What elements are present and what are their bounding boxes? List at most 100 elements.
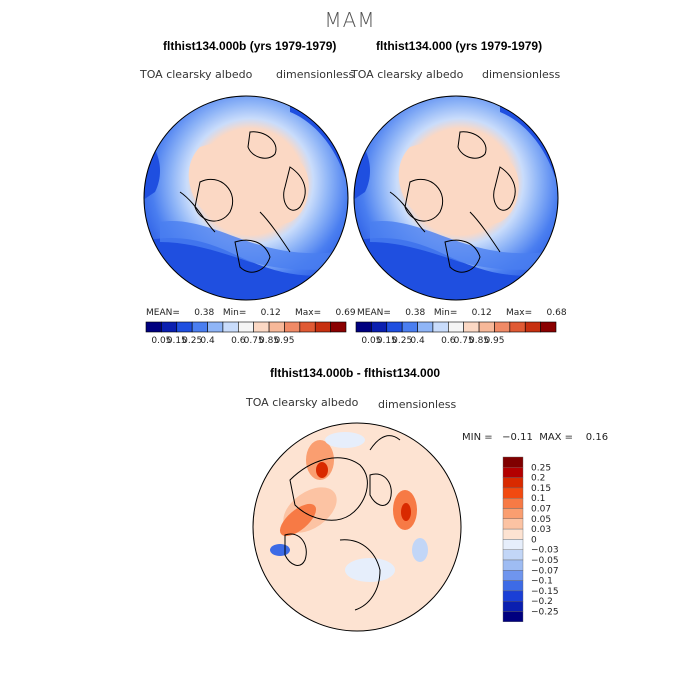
panel2-colorbar-tick-label: 0.25 bbox=[392, 336, 412, 346]
panel1-colorbar-swatch bbox=[330, 321, 347, 333]
diff-min-value: −0.11 bbox=[502, 432, 533, 443]
diff-colorbar-swatch bbox=[502, 518, 524, 530]
diff-colorbar-tick-label: −0.15 bbox=[531, 587, 559, 597]
panel1-colorbar-tick-label: 0.25 bbox=[182, 336, 202, 346]
panel1-colorbar-swatch bbox=[191, 321, 208, 333]
diff-units-label: dimensionless bbox=[378, 398, 457, 411]
diff-variable-label: TOA clearsky albedo bbox=[246, 396, 359, 409]
panel1-colorbar-swatch bbox=[176, 321, 193, 333]
panel2-colorbar-swatch bbox=[401, 321, 418, 333]
panel2-colorbar-swatch bbox=[371, 321, 388, 333]
panel2-colorbar-tick-label: 0.6 bbox=[441, 336, 456, 346]
panel1-colorbar-swatch bbox=[284, 321, 301, 333]
panel1-max-label: Max= bbox=[295, 308, 322, 318]
season-title: MAM bbox=[324, 8, 376, 32]
panel2-colorbar-swatch bbox=[540, 321, 557, 333]
panel1-max-value: 0.69 bbox=[335, 308, 356, 318]
diff-colorbar-swatch bbox=[502, 580, 524, 592]
panel1-colorbar-tick-label: 0.75 bbox=[244, 336, 264, 346]
diff-colorbar-tick-label: −0.03 bbox=[531, 546, 559, 556]
panel2-colorbar-swatch bbox=[355, 321, 372, 333]
diff-colorbar-tick-label: −0.1 bbox=[531, 577, 553, 587]
diff-colorbar-tick-label: −0.05 bbox=[531, 556, 559, 566]
panel2-colorbar-tick-label: 0.15 bbox=[377, 336, 397, 346]
panel2-colorbar-swatch bbox=[494, 321, 511, 333]
diff-colorbar-swatch bbox=[502, 467, 524, 478]
diff-colorbar-swatch bbox=[502, 590, 524, 602]
panel2-max-value: 0.68 bbox=[546, 308, 567, 318]
panel2-mean-label: MEAN= bbox=[357, 308, 391, 318]
panel2-min-value: 0.12 bbox=[471, 308, 492, 318]
diff-colorbar-tick-label: 0.05 bbox=[531, 515, 551, 525]
diff-colorbar-swatch bbox=[502, 539, 524, 550]
panel2-colorbar-swatch bbox=[432, 321, 449, 333]
panel1-mean-value: 0.38 bbox=[194, 308, 215, 318]
panel2-polar-map bbox=[353, 95, 559, 301]
diff-colorbar-swatch bbox=[502, 570, 524, 581]
panel2-colorbar-swatch bbox=[478, 321, 495, 333]
diff-colorbar-swatch bbox=[502, 528, 524, 540]
diff-max-value: 0.16 bbox=[585, 432, 609, 443]
panel1-colorbar-swatch bbox=[207, 321, 224, 333]
diff-colorbar-swatch bbox=[502, 508, 524, 520]
panel1-variable-label: TOA clearsky albedo bbox=[140, 68, 253, 81]
diff-colorbar-swatch bbox=[502, 477, 524, 489]
panel1-colorbar-tick-label: 0.05 bbox=[151, 336, 171, 346]
diff-colorbar-swatch bbox=[502, 600, 524, 612]
panel2-variable-label: TOA clearsky albedo bbox=[351, 68, 464, 81]
diff-colorbar-swatch bbox=[502, 549, 524, 561]
diff-polar-map bbox=[252, 422, 462, 632]
diff-title: flthist134.000b - flthist134.000 bbox=[270, 366, 441, 380]
panel2-colorbar: 0.050.150.250.4 0.60.750.850.95 bbox=[355, 321, 557, 346]
panel1-colorbar-swatch bbox=[161, 321, 178, 333]
diff-colorbar-swatch bbox=[502, 456, 524, 468]
panel2-colorbar-swatch bbox=[417, 321, 434, 333]
panel1-mean-label: MEAN= bbox=[146, 308, 180, 318]
panel1-colorbar-swatch bbox=[299, 321, 316, 333]
panel1-units-label: dimensionless bbox=[276, 68, 355, 81]
diff-colorbar-tick-label: 0.2 bbox=[531, 474, 545, 484]
diff-colorbar: 0.250.20.150.10.070.050.030−0.03−0.05−0.… bbox=[502, 456, 559, 623]
diff-colorbar-tick-label: −0.2 bbox=[531, 597, 553, 607]
panel1-stats: MEAN= 0.38 Min= 0.12 Max= 0.69 bbox=[146, 308, 356, 318]
panel2-colorbar-swatch bbox=[386, 321, 403, 333]
panel1-min-label: Min= bbox=[222, 308, 247, 318]
panel2-colorbar-tick-label: 0.95 bbox=[484, 336, 504, 346]
panel1-colorbar-swatch bbox=[268, 321, 285, 333]
panel1-title: flthist134.000b (yrs 1979-1979) bbox=[163, 39, 337, 53]
diff-stats: MIN = −0.11 MAX = 0.16 bbox=[462, 432, 608, 443]
panel1-min-value: 0.12 bbox=[260, 308, 281, 318]
panel1-colorbar-swatch bbox=[222, 321, 239, 333]
panel2-units-label: dimensionless bbox=[482, 68, 561, 81]
panel1-colorbar-tick-label: 0.85 bbox=[259, 336, 279, 346]
panel2-max-label: Max= bbox=[506, 308, 533, 318]
diff-min-label: MIN = bbox=[462, 432, 493, 443]
panel1-colorbar-swatch bbox=[238, 321, 254, 333]
diff-colorbar-tick-label: −0.07 bbox=[531, 566, 559, 576]
panel2-mean-value: 0.38 bbox=[405, 308, 426, 318]
panel2-colorbar-swatch bbox=[448, 321, 464, 333]
panel2-colorbar-tick-label: 0.4 bbox=[410, 336, 425, 346]
panel1-colorbar-swatch bbox=[145, 321, 162, 333]
panel1-colorbar-swatch bbox=[314, 321, 331, 333]
diff-colorbar-swatch bbox=[502, 611, 524, 623]
panel2-colorbar-swatch bbox=[509, 321, 526, 333]
diff-colorbar-tick-label: 0.25 bbox=[531, 463, 551, 473]
diff-colorbar-tick-label: 0.15 bbox=[531, 484, 551, 494]
diff-colorbar-swatch bbox=[502, 559, 524, 571]
diff-max-label: MAX = bbox=[539, 432, 574, 443]
diff-colorbar-tick-label: 0 bbox=[531, 535, 537, 545]
panel1-colorbar-tick-label: 0.4 bbox=[200, 336, 215, 346]
panel1-colorbar-tick-label: 0.6 bbox=[231, 336, 246, 346]
panel1-colorbar-tick-label: 0.95 bbox=[274, 336, 294, 346]
diff-colorbar-tick-label: 0.03 bbox=[531, 525, 551, 535]
panel1-colorbar-tick-label: 0.15 bbox=[167, 336, 187, 346]
panel1-colorbar: 0.050.150.250.4 0.60.750.850.95 bbox=[145, 321, 347, 346]
panel1-colorbar-swatch bbox=[253, 321, 270, 333]
diff-colorbar-tick-label: −0.25 bbox=[531, 608, 559, 618]
diff-colorbar-tick-label: 0.07 bbox=[531, 505, 551, 515]
panel2-min-label: Min= bbox=[433, 308, 458, 318]
diff-colorbar-swatch bbox=[502, 498, 524, 509]
diff-colorbar-swatch bbox=[502, 487, 524, 499]
panel2-stats: MEAN= 0.38 Min= 0.12 Max= 0.68 bbox=[357, 308, 567, 318]
